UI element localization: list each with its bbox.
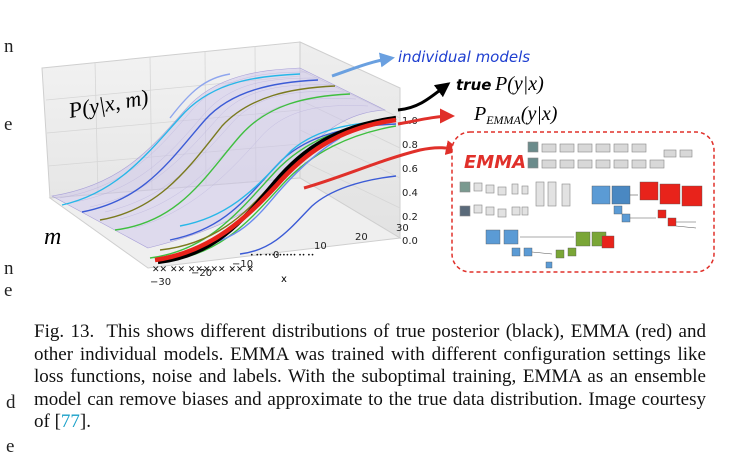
x-tick-label: 0 — [273, 250, 279, 261]
figure-caption: Fig. 13. This shows different distributi… — [34, 321, 706, 434]
emma-box-title: EMMA — [464, 152, 526, 173]
model-curve — [159, 125, 397, 263]
model-curve — [61, 73, 301, 206]
edge-fragment: e — [6, 436, 15, 457]
svg-text:• •• ••••••••• •• ••: • •• ••••••••• •• •• — [250, 252, 314, 259]
svg-text:✕✕ ✕✕ ✕✕✕✕✕ ✕✕ ✕: ✕✕ ✕✕ ✕✕✕✕✕ ✕✕ ✕ — [152, 265, 254, 275]
x-tick-label: 30 — [396, 223, 409, 234]
x-tick-label: −10 — [232, 259, 253, 270]
m-axis-label: m — [44, 224, 61, 250]
caption-prefix: Fig. 13. — [34, 321, 95, 342]
individual-models-arrow — [331, 52, 395, 78]
individual-models-label: individual models — [398, 48, 530, 66]
true-posterior-curve — [157, 115, 397, 265]
p-emma-tail: (y|x) — [521, 103, 558, 125]
x-axis-label: x — [281, 274, 287, 285]
emma-arrow — [397, 108, 455, 126]
y-tick-label: 0.4 — [402, 188, 418, 199]
caption-suffix: ]. — [79, 411, 91, 433]
x-tick-label: 20 — [355, 232, 368, 243]
model-curve — [114, 93, 351, 231]
left-edge-fragments: n e n e — [4, 36, 14, 300]
y-tick-label: 0.2 — [402, 212, 418, 223]
emma-architecture-box: EMMA — [451, 131, 715, 273]
x-tick-labels: −30 −20 −10 0 10 20 30 — [150, 223, 409, 288]
network-grey-modules — [459, 181, 571, 218]
data-samples: ✕✕ ✕✕ ✕✕✕✕✕ ✕✕ ✕ • •• ••••••••• •• •• — [152, 252, 314, 275]
edge-fragment: d — [6, 392, 16, 413]
individual-model-curves-left — [61, 73, 351, 231]
model-curve — [239, 175, 397, 255]
p-emma-letter: P — [473, 103, 486, 125]
true-posterior-arrow — [397, 82, 451, 112]
likelihood-surface — [51, 67, 387, 249]
network-connectors — [520, 194, 697, 255]
y-tick-label: 0.6 — [402, 164, 418, 175]
edge-fragment: e — [4, 114, 12, 135]
p-emma-subscript: EMMA — [485, 113, 521, 127]
x-tick-label: 10 — [314, 241, 327, 252]
edge-fragment: e — [4, 280, 12, 300]
emma-callout-arrow — [303, 140, 461, 190]
citation-link[interactable]: 77 — [60, 411, 80, 433]
y-tick-label: 0.8 — [402, 140, 418, 151]
x-tick-label: −20 — [191, 268, 212, 279]
edge-fragment: n — [4, 258, 14, 279]
emma-figure: ✕✕ ✕✕ ✕✕✕✕✕ ✕✕ ✕ • •• ••••••••• •• •• −3… — [4, 36, 715, 300]
model-curve — [169, 73, 231, 119]
x-tick-label: −30 — [150, 277, 171, 288]
model-curve — [99, 85, 336, 221]
network-strip-top — [527, 141, 693, 169]
p-emma-label: PEMMA(y|x) — [473, 103, 558, 127]
true-label: true — [456, 76, 491, 94]
y-tick-label: 0.0 — [402, 236, 418, 247]
model-curve — [81, 79, 319, 213]
edge-fragment: n — [4, 36, 14, 57]
model-curve — [199, 137, 341, 247]
true-p-label: P(y|x) — [494, 73, 544, 95]
emma-curve — [154, 117, 397, 263]
caption-body: This shows different distributions of tr… — [34, 321, 706, 433]
